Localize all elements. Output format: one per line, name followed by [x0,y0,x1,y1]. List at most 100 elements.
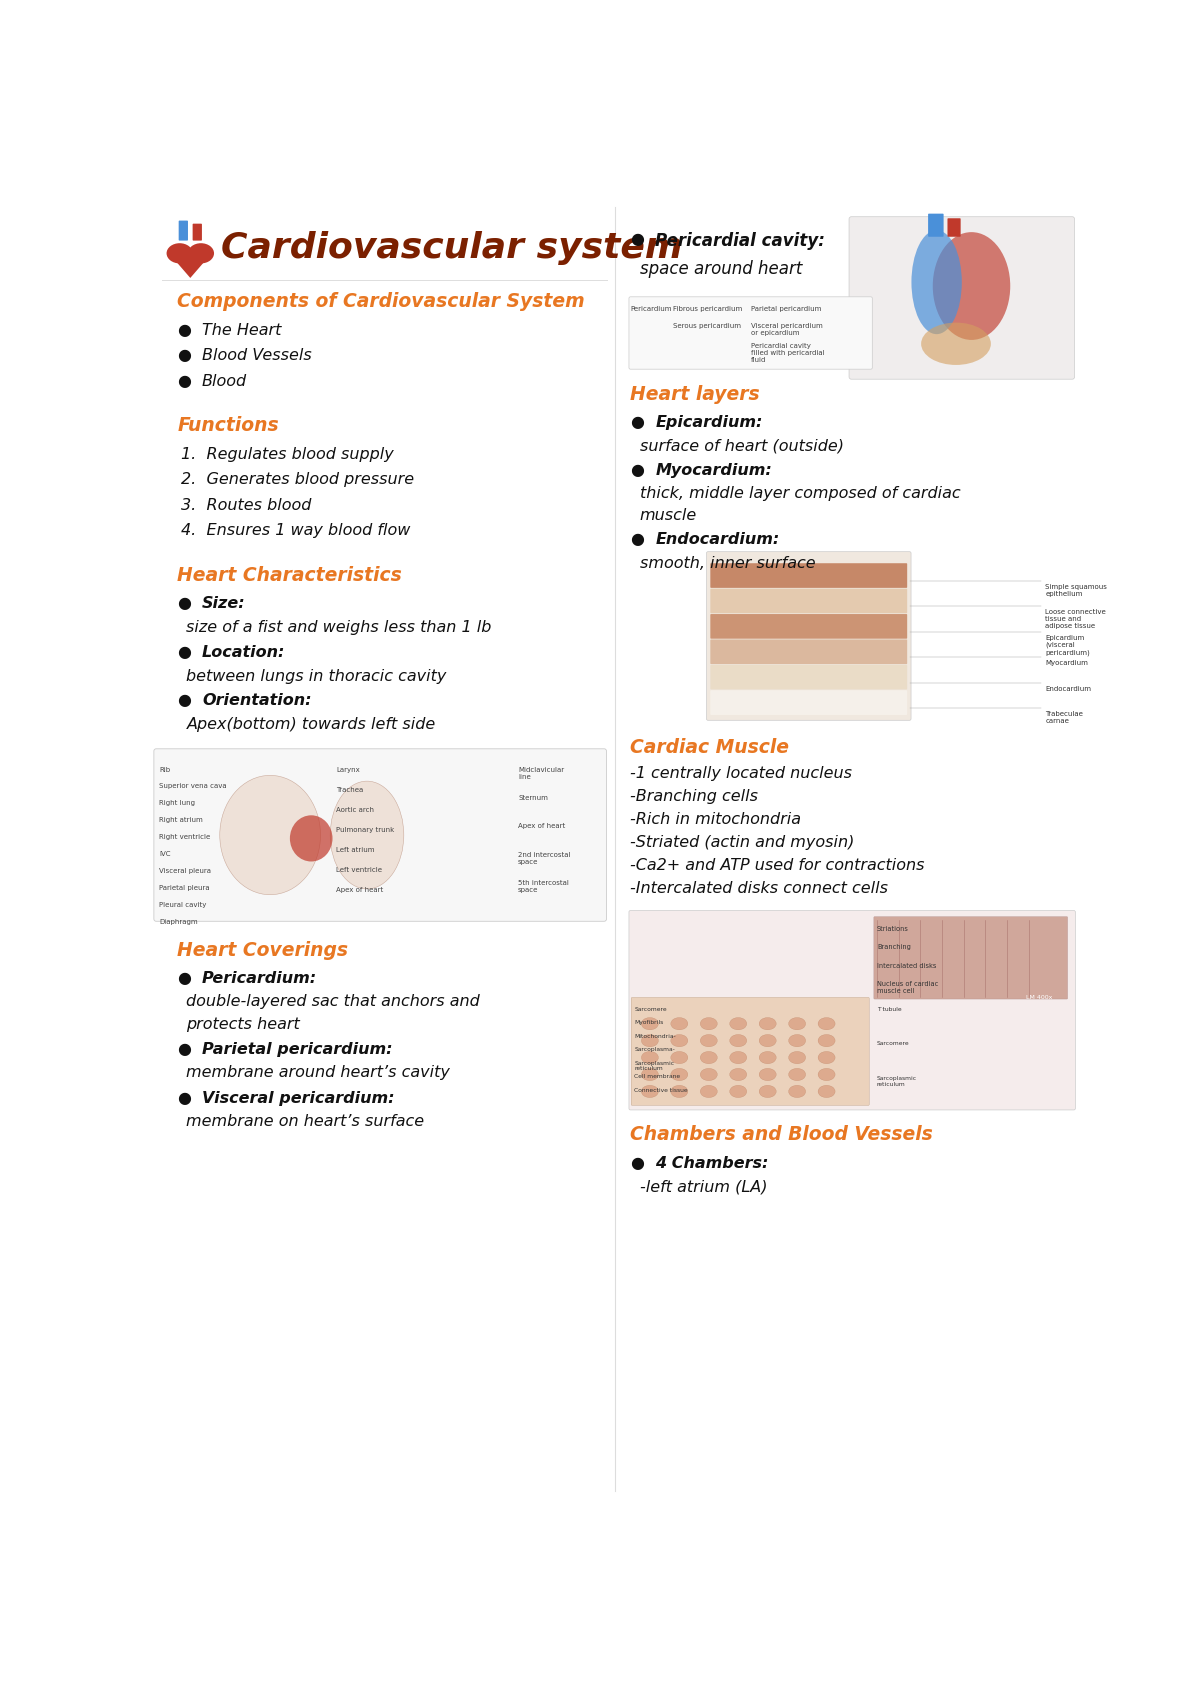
Text: Myocardium: Myocardium [1045,660,1088,667]
Text: surface of heart (outside): surface of heart (outside) [640,438,844,453]
Text: Heart layers: Heart layers [630,385,760,404]
Text: Midclavicular
line: Midclavicular line [518,767,564,779]
FancyBboxPatch shape [710,640,907,664]
Text: Apex of heart: Apex of heart [336,886,383,893]
Text: ●: ● [178,1042,191,1057]
Text: Cardiac Muscle: Cardiac Muscle [630,738,790,757]
Text: -Intercalated disks connect cells: -Intercalated disks connect cells [630,881,888,896]
Ellipse shape [701,1052,718,1064]
Text: thick, middle layer composed of cardiac: thick, middle layer composed of cardiac [640,487,960,501]
Text: Rib: Rib [160,767,170,772]
FancyBboxPatch shape [629,911,1075,1110]
Text: 4.  Ensures 1 way blood flow: 4. Ensures 1 way blood flow [181,523,410,538]
Text: Intercalated disks: Intercalated disks [877,962,936,969]
Text: ●: ● [178,322,191,338]
Text: T tubule: T tubule [877,1006,901,1011]
FancyBboxPatch shape [631,998,869,1105]
Text: protects heart: protects heart [186,1017,300,1032]
Text: Visceral pleura: Visceral pleura [160,869,211,874]
Ellipse shape [188,243,214,263]
Text: ●: ● [178,373,191,389]
Text: IVC: IVC [160,852,170,857]
Text: Endocardium: Endocardium [1045,686,1091,692]
Text: Functions: Functions [178,416,278,434]
Text: Apex(bottom) towards left side: Apex(bottom) towards left side [186,718,436,731]
Text: Pericardium:: Pericardium: [202,971,317,986]
FancyBboxPatch shape [874,916,1068,1000]
Polygon shape [169,253,211,278]
Text: Simple squamous
epithelium: Simple squamous epithelium [1045,584,1108,597]
Text: Right ventricle: Right ventricle [160,835,210,840]
Text: Sarcomere: Sarcomere [635,1006,667,1011]
Text: size of a fist and weighs less than 1 lb: size of a fist and weighs less than 1 lb [186,619,492,635]
Text: Superior vena cava: Superior vena cava [160,784,227,789]
Ellipse shape [701,1086,718,1098]
FancyBboxPatch shape [710,589,907,613]
FancyBboxPatch shape [710,614,907,638]
Text: The Heart: The Heart [202,322,281,338]
Text: -left atrium (LA): -left atrium (LA) [640,1179,767,1195]
Text: Aortic arch: Aortic arch [336,806,374,813]
Text: Branching: Branching [877,944,911,950]
Text: Visceral pericardium:: Visceral pericardium: [202,1091,395,1106]
Text: Pericardial cavity
filled with pericardial
fluid: Pericardial cavity filled with pericardi… [751,343,824,363]
FancyBboxPatch shape [710,691,907,714]
Text: Sternum: Sternum [518,794,548,801]
Text: Visceral pericardium
or epicardium: Visceral pericardium or epicardium [751,322,822,336]
Ellipse shape [788,1035,805,1047]
Text: Sarcoplasma-: Sarcoplasma- [635,1047,676,1052]
Ellipse shape [818,1035,835,1047]
Ellipse shape [671,1018,688,1030]
Text: Location:: Location: [202,645,286,660]
Ellipse shape [730,1086,746,1098]
Text: Diaphragm: Diaphragm [160,920,198,925]
Text: Myocardium:: Myocardium: [655,463,772,479]
Text: ●: ● [178,971,191,986]
Ellipse shape [220,776,320,894]
Text: Apex of heart: Apex of heart [518,823,565,830]
Text: Cell membrane: Cell membrane [635,1074,680,1079]
Text: ●: ● [630,416,644,431]
Text: Fibrous pericardium: Fibrous pericardium [673,305,743,312]
Text: Right lung: Right lung [160,801,196,806]
Text: Blood: Blood [202,373,247,389]
Text: LM 400x: LM 400x [1026,994,1052,1000]
Ellipse shape [730,1069,746,1081]
Ellipse shape [641,1018,659,1030]
Text: -1 centrally located nucleus: -1 centrally located nucleus [630,765,852,781]
Ellipse shape [760,1086,776,1098]
Text: space around heart: space around heart [640,260,802,278]
Ellipse shape [330,781,404,889]
Ellipse shape [730,1035,746,1047]
Text: 3.  Routes blood: 3. Routes blood [181,497,311,512]
Text: Parietal pleura: Parietal pleura [160,886,210,891]
Text: Serous pericardium: Serous pericardium [673,322,742,329]
Ellipse shape [788,1086,805,1098]
Text: Larynx: Larynx [336,767,360,772]
FancyBboxPatch shape [154,748,606,921]
Text: ●: ● [178,348,191,363]
Text: Orientation:: Orientation: [202,694,312,708]
Text: 1.  Regulates blood supply: 1. Regulates blood supply [181,446,394,462]
Text: Sarcoplasmic
reticulum: Sarcoplasmic reticulum [877,1076,917,1086]
Ellipse shape [818,1052,835,1064]
Ellipse shape [671,1069,688,1081]
Ellipse shape [922,322,991,365]
Text: Pericardium: Pericardium [630,305,672,312]
Text: Mitochondria-: Mitochondria- [635,1033,676,1039]
Text: ●: ● [178,694,191,708]
Ellipse shape [760,1035,776,1047]
Ellipse shape [671,1035,688,1047]
Text: Endocardium:: Endocardium: [655,533,780,548]
Text: ●: ● [630,533,644,548]
Text: -Branching cells: -Branching cells [630,789,758,804]
Text: Trachea: Trachea [336,786,364,792]
FancyBboxPatch shape [629,297,872,370]
Text: Size:: Size: [202,596,246,611]
Ellipse shape [167,243,193,263]
Text: Left ventricle: Left ventricle [336,867,382,872]
Text: ●: ● [630,1156,644,1171]
Text: Parietal pericardium: Parietal pericardium [751,305,821,312]
Text: muscle: muscle [640,507,697,523]
Ellipse shape [818,1086,835,1098]
